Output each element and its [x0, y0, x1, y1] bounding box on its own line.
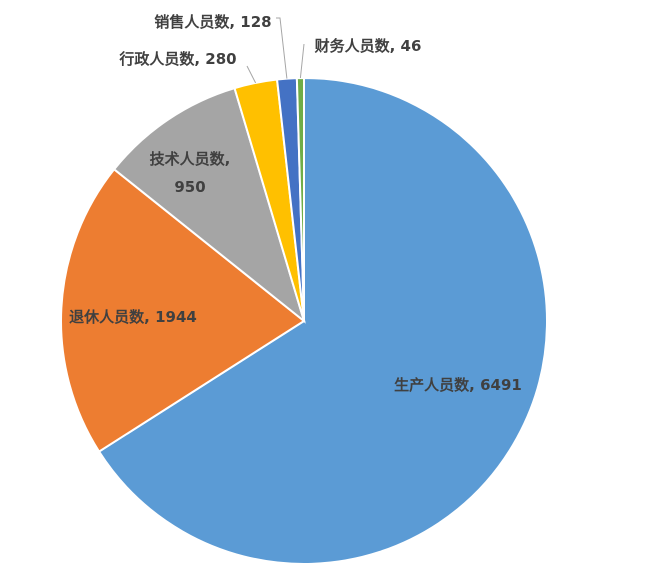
leader-line-finance [299, 43, 305, 79]
label-technical-line2: 950 [174, 178, 205, 196]
slice-production [97, 76, 548, 565]
pie-slices [60, 76, 548, 565]
slice-technical [112, 86, 306, 324]
slice-finance [295, 76, 305, 322]
leader-line-sales [276, 17, 288, 79]
label-technical-line1: 技术人员数, [150, 150, 231, 168]
leader-lines [246, 17, 305, 84]
leader-line-administrative [246, 65, 257, 84]
label-finance: 财务人员数, 46 [315, 37, 422, 55]
label-administrative: 行政人员数, 280 [118, 50, 236, 68]
slice-retired [60, 167, 306, 453]
label-production: 生产人员数, 6491 [394, 376, 522, 394]
label-retired: 退休人员数, 1944 [69, 308, 197, 326]
label-sales: 销售人员数, 128 [154, 13, 271, 31]
slice-labels: 生产人员数, 6491 退休人员数, 1944 技术人员数, 950 行政人员数… [69, 13, 522, 394]
